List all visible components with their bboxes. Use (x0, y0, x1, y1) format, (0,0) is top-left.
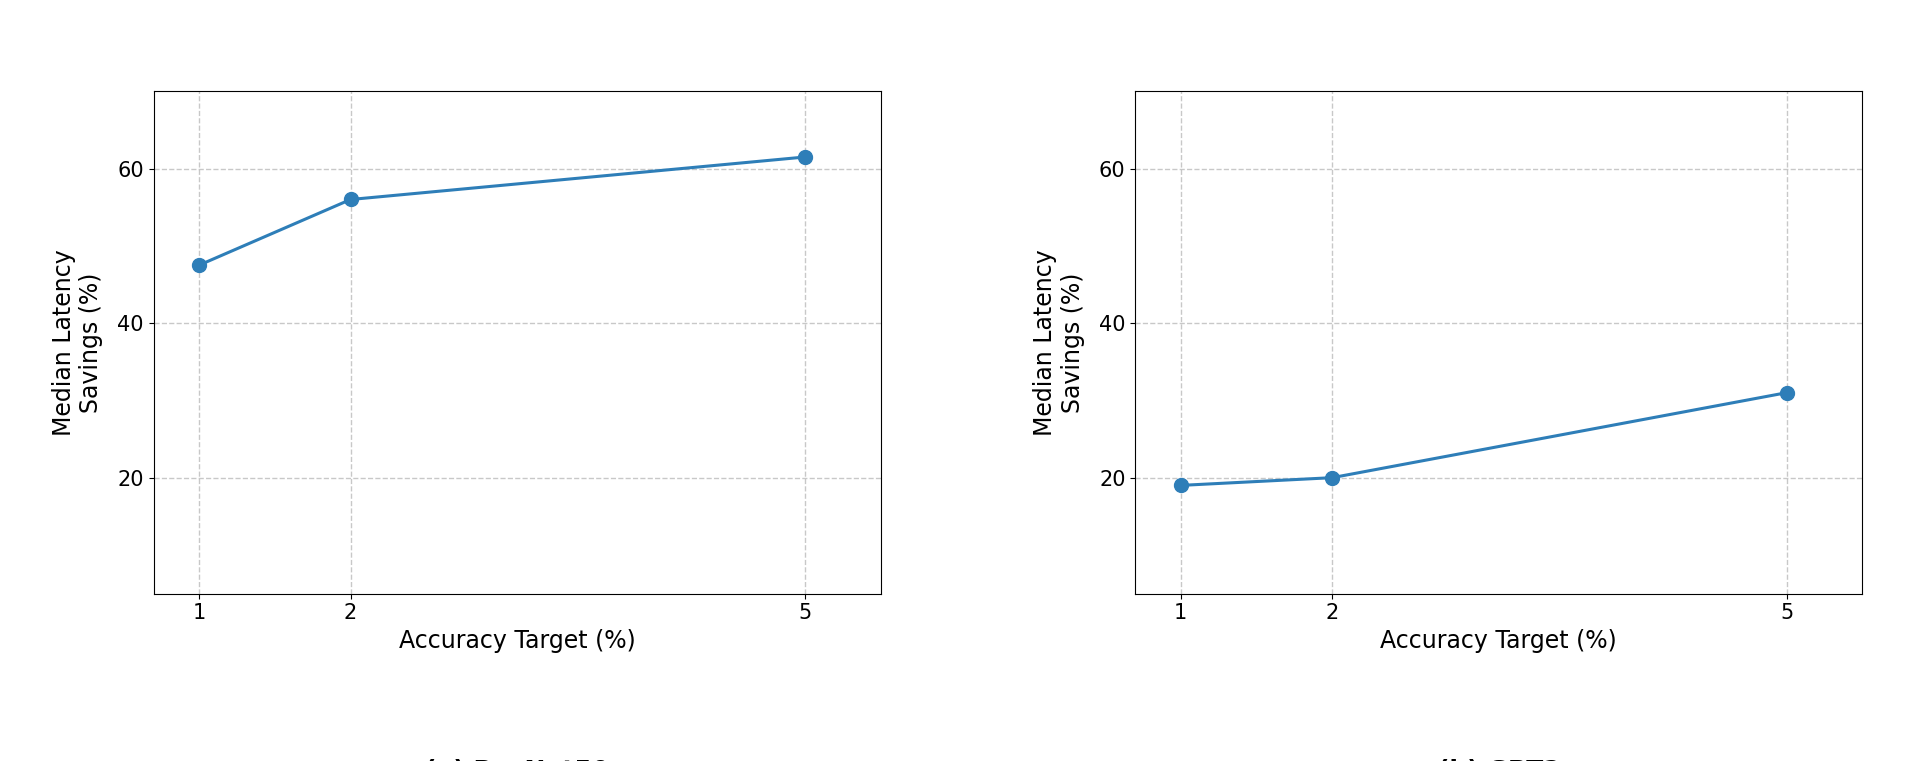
X-axis label: Accuracy Target (%): Accuracy Target (%) (1380, 629, 1617, 653)
X-axis label: Accuracy Target (%): Accuracy Target (%) (399, 629, 636, 653)
Text: (a) ResNet50: (a) ResNet50 (424, 759, 609, 761)
Y-axis label: Median Latency
Savings (%): Median Latency Savings (%) (1033, 249, 1085, 436)
Y-axis label: Median Latency
Savings (%): Median Latency Savings (%) (52, 249, 104, 436)
Text: (b) GPT2: (b) GPT2 (1438, 759, 1561, 761)
